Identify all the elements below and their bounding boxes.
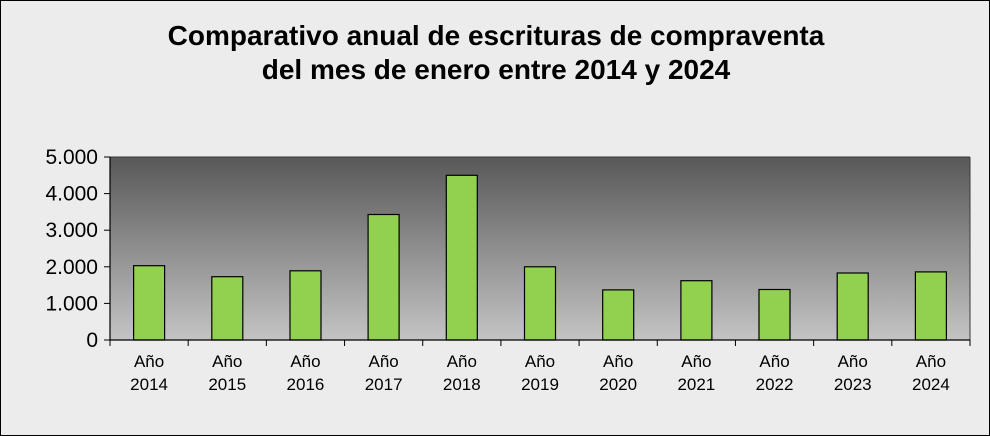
bars: [133, 174, 948, 341]
bar: [133, 265, 166, 341]
bar: [758, 288, 791, 341]
x-tick-label-line: Año: [838, 352, 868, 371]
bar: [211, 276, 244, 341]
x-tick-label-line: 2024: [912, 375, 950, 394]
bar: [523, 266, 557, 341]
bar: [914, 271, 948, 341]
x-tick-label-line: Año: [525, 352, 555, 371]
x-tick-label-line: 2017: [365, 375, 403, 394]
x-tick-label-line: Año: [134, 352, 164, 371]
x-tick-label: Año 2022: [756, 352, 794, 394]
x-tick-label-line: 2014: [130, 375, 168, 394]
x-tick-label: Año 2016: [287, 352, 325, 394]
x-tick-label: Año 2015: [208, 352, 246, 394]
y-tick-label: 3.000: [45, 219, 98, 242]
x-tick-label-line: Año: [681, 352, 711, 371]
x-tick-label-line: 2020: [599, 375, 637, 394]
x-tick-label-line: 2021: [677, 375, 715, 394]
bar: [680, 280, 713, 341]
x-tick-label-line: Año: [212, 352, 242, 371]
x-tick-label-line: 2019: [521, 375, 559, 394]
x-tick-label: Año 2021: [677, 352, 715, 394]
bar: [445, 174, 478, 341]
chart-title: Comparativo anual de escrituras de compr…: [1, 19, 990, 87]
x-tick-label-line: Año: [369, 352, 399, 371]
x-tick-label: Año 2024: [912, 352, 950, 394]
x-tick-label-line: 2016: [287, 375, 325, 394]
chart-title-line-2: del mes de enero entre 2014 y 2024: [261, 54, 731, 85]
chart-title-line-1: Comparativo anual de escrituras de compr…: [167, 20, 825, 51]
y-tick-label: 1.000: [45, 292, 98, 315]
x-tick-label-line: 2022: [756, 375, 794, 394]
x-tick-label-line: 2015: [208, 375, 246, 394]
x-tick-label: Año 2018: [443, 352, 481, 394]
y-tick-label: 5.000: [45, 146, 98, 169]
x-tick-label-line: Año: [290, 352, 320, 371]
x-tick-label-line: Año: [447, 352, 477, 371]
x-axis-ticks: Año 2014 Año 2015 Año 2016 Año 2017 Año 2018 Año 20…: [109, 340, 971, 394]
x-tick-label: Año 2023: [834, 352, 872, 394]
y-tick-label: 2.000: [45, 256, 98, 279]
x-tick-label-line: Año: [916, 352, 946, 371]
x-tick-label: Año 2019: [521, 352, 559, 394]
y-tick-label: 4.000: [45, 183, 98, 206]
x-tick-label: Año 2014: [130, 352, 168, 394]
bar: [367, 213, 400, 341]
y-axis-ticks: 0 1.000 2.000 3.000 4.000 5.000: [45, 146, 110, 352]
x-tick-label: Año 2017: [365, 352, 403, 394]
x-tick-label: Año 2020: [599, 352, 637, 394]
bar: [836, 272, 869, 341]
y-tick-label: 0: [86, 329, 98, 352]
axes: [109, 156, 971, 341]
bar: [289, 270, 322, 341]
x-tick-label-line: 2023: [834, 375, 872, 394]
x-tick-label-line: Año: [759, 352, 789, 371]
x-tick-label-line: 2018: [443, 375, 481, 394]
x-tick-label-line: Año: [603, 352, 633, 371]
bar: [602, 289, 635, 341]
